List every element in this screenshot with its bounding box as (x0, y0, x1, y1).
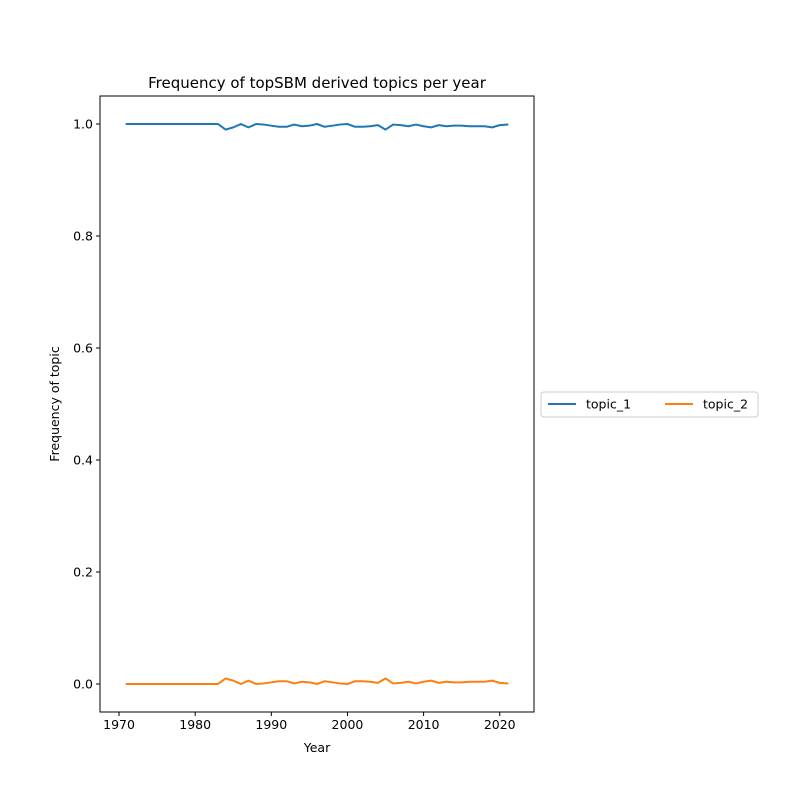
y-tick-label: 0.8 (73, 229, 93, 244)
y-tick-label: 0.4 (73, 453, 93, 468)
x-tick-label: 2010 (408, 717, 440, 732)
legend-box (540, 391, 759, 418)
legend-label-topic-1: topic_1 (586, 397, 631, 412)
series-line-topic-1 (125, 123, 509, 131)
series-line-topic-2 (125, 677, 509, 685)
chart-title: Frequency of topSBM derived topics per y… (148, 74, 487, 92)
y-tick-label: 0.2 (73, 565, 93, 580)
x-axis-label: Year (303, 740, 331, 755)
x-tick-label: 1970 (103, 717, 135, 732)
plot-lines (125, 123, 509, 685)
x-axis: 1970 1980 1990 2000 2010 2020 (103, 712, 516, 732)
y-tick-label: 0.6 (73, 341, 93, 356)
y-tick-label: 1.0 (73, 117, 93, 132)
y-axis-label: Frequency of topic (47, 346, 62, 462)
x-tick-label: 2020 (484, 717, 516, 732)
legend-label-topic-2: topic_2 (703, 397, 748, 412)
x-tick-label: 1990 (255, 717, 287, 732)
y-tick-label: 0.0 (73, 677, 93, 692)
plot-frame (99, 95, 535, 713)
x-tick-label: 2000 (332, 717, 364, 732)
legend: topic_1 topic_2 (540, 391, 759, 418)
x-tick-label: 1980 (179, 717, 211, 732)
y-axis: 0.0 0.2 0.4 0.6 0.8 1.0 (73, 117, 100, 692)
